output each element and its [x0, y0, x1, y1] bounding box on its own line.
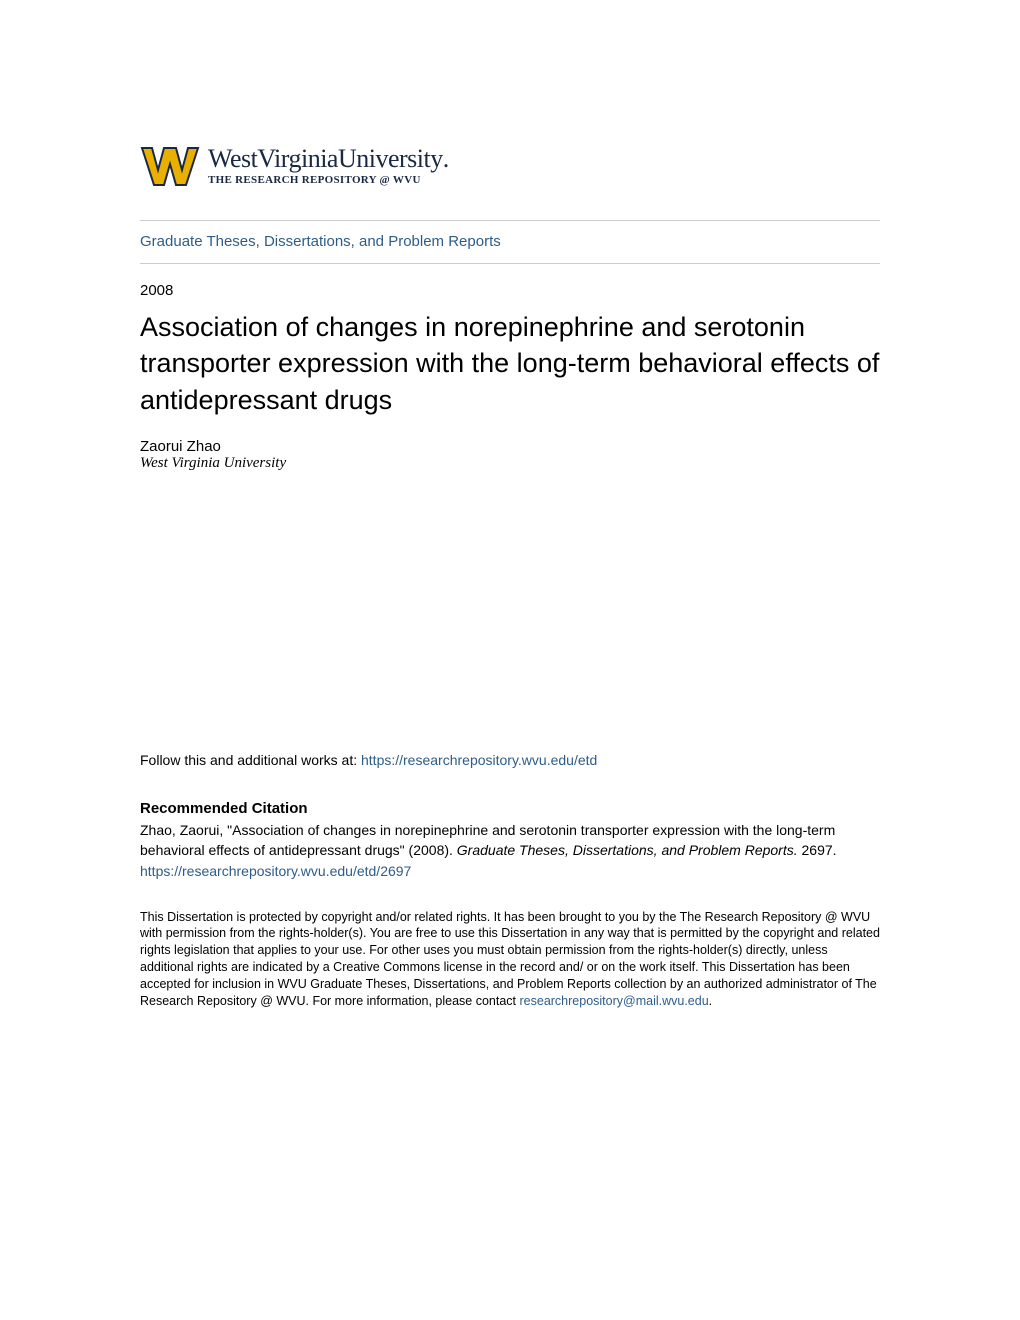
publication-year: 2008	[140, 282, 880, 299]
citation-part2: 2697.	[798, 842, 837, 858]
logo-repository-name: THE RESEARCH REPOSITORY @ WVU	[208, 174, 449, 186]
rights-part2: .	[709, 994, 712, 1008]
contact-email-link[interactable]: researchrepository@mail.wvu.edu	[520, 994, 709, 1008]
follow-prefix: Follow this and additional works at:	[140, 752, 361, 768]
follow-url-link[interactable]: https://researchrepository.wvu.edu/etd	[361, 752, 597, 768]
rights-text: This Dissertation is protected by copyri…	[140, 909, 880, 1010]
author-affiliation: West Virginia University	[140, 455, 880, 472]
logo-container: WestVirginiaUniversity. THE RESEARCH REP…	[140, 140, 880, 190]
divider-bottom	[140, 263, 880, 264]
logo-name-part2: University	[338, 144, 443, 173]
paper-title: Association of changes in norepinephrine…	[140, 309, 880, 418]
citation-heading: Recommended Citation	[140, 800, 880, 817]
author-name: Zaorui Zhao	[140, 438, 880, 455]
logo-university-name: WestVirginiaUniversity.	[208, 144, 449, 174]
divider-top	[140, 220, 880, 221]
citation-url: https://researchrepository.wvu.edu/etd/2…	[140, 863, 880, 879]
author-block: Zaorui Zhao West Virginia University	[140, 438, 880, 472]
citation-url-link[interactable]: https://researchrepository.wvu.edu/etd/2…	[140, 863, 411, 879]
logo-text-block: WestVirginiaUniversity. THE RESEARCH REP…	[208, 144, 449, 186]
citation-italic: Graduate Theses, Dissertations, and Prob…	[457, 842, 798, 858]
logo-name-part1: WestVirginia	[208, 144, 338, 173]
rights-part1: This Dissertation is protected by copyri…	[140, 910, 880, 1008]
follow-works-text: Follow this and additional works at: htt…	[140, 752, 880, 768]
citation-text: Zhao, Zaorui, "Association of changes in…	[140, 821, 880, 860]
collection-link[interactable]: Graduate Theses, Dissertations, and Prob…	[140, 233, 501, 250]
wvu-logo-icon	[140, 140, 200, 190]
